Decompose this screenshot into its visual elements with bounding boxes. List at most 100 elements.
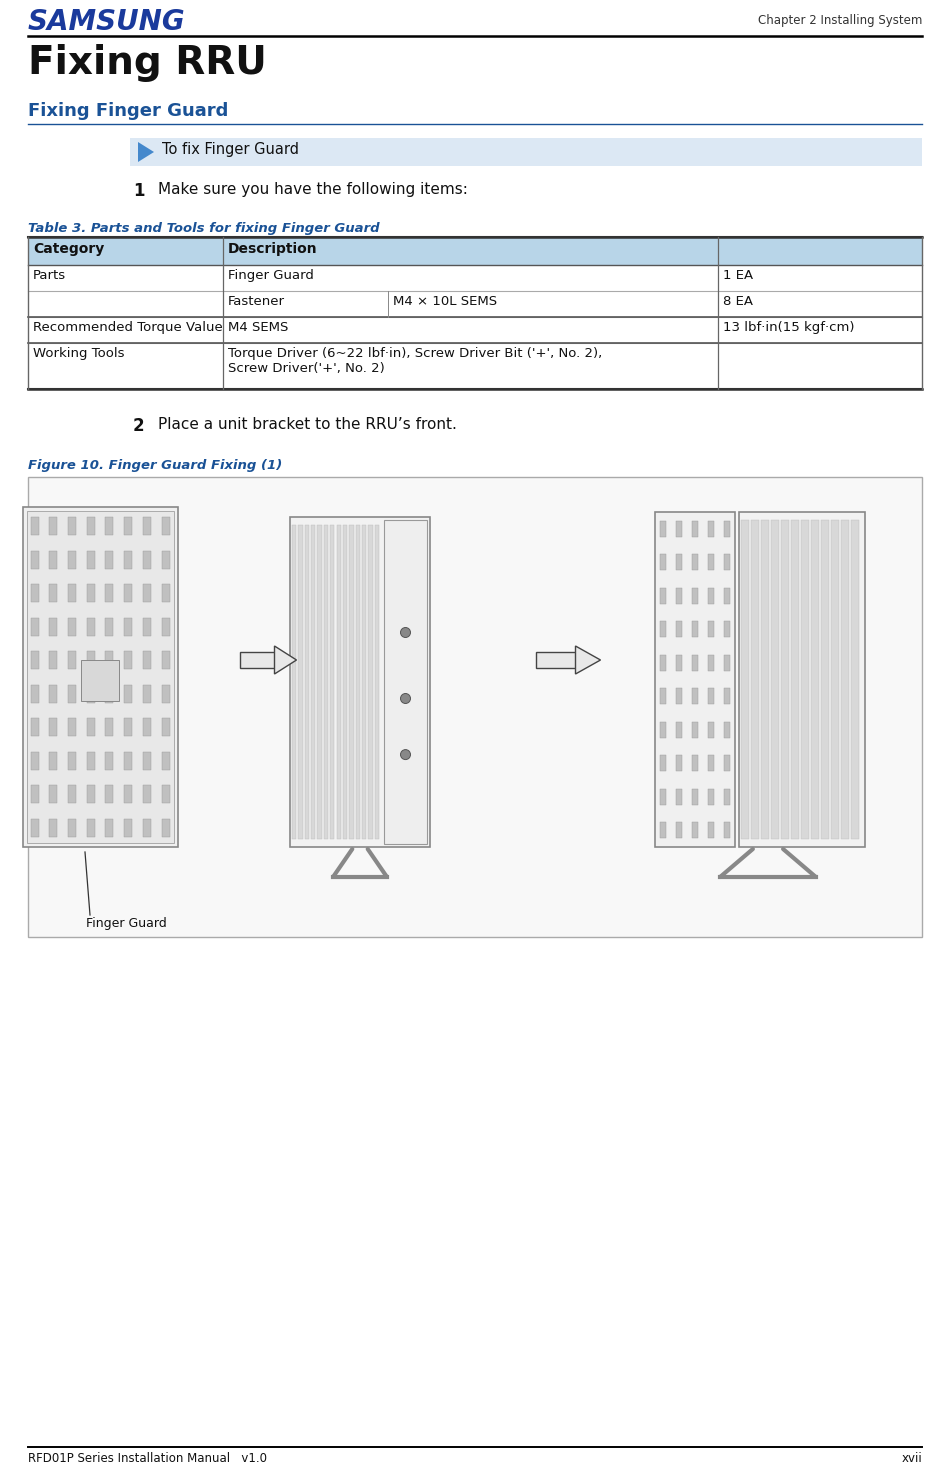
Bar [708, 554, 713, 570]
Bar [660, 721, 666, 737]
Bar [676, 655, 682, 671]
Text: Make sure you have the following items:: Make sure you have the following items: [158, 182, 467, 197]
Text: M4 × 10L SEMS: M4 × 10L SEMS [393, 295, 497, 308]
Polygon shape [275, 646, 296, 674]
Bar [676, 755, 682, 771]
Text: Description: Description [228, 242, 317, 256]
Bar [676, 521, 682, 538]
Bar [374, 524, 379, 839]
Bar [68, 752, 76, 770]
Bar [660, 789, 666, 805]
Bar [124, 752, 132, 770]
Bar [692, 521, 698, 538]
Bar [724, 823, 730, 837]
Bar [68, 585, 76, 602]
Bar [692, 789, 698, 805]
Bar [68, 820, 76, 837]
Text: Table 3. Parts and Tools for fixing Finger Guard: Table 3. Parts and Tools for fixing Fing… [28, 222, 380, 235]
Text: 2: 2 [133, 417, 144, 435]
Bar [105, 752, 113, 770]
Circle shape [401, 749, 410, 759]
Bar [142, 685, 151, 702]
Bar [68, 517, 76, 535]
Bar [660, 588, 666, 604]
Text: Chapter 2 Installing System: Chapter 2 Installing System [758, 15, 922, 26]
Bar [142, 718, 151, 736]
Bar [676, 554, 682, 570]
Bar [362, 524, 367, 839]
Bar [708, 655, 713, 671]
Bar [369, 524, 372, 839]
Bar [162, 617, 169, 636]
Bar [724, 687, 730, 704]
Bar [331, 524, 334, 839]
Bar [49, 786, 57, 804]
Bar [676, 721, 682, 737]
Bar [124, 617, 132, 636]
Text: xvii: xvii [902, 1451, 922, 1465]
Bar [761, 520, 769, 839]
Bar [68, 551, 76, 569]
Bar [30, 752, 39, 770]
Bar [142, 517, 151, 535]
FancyBboxPatch shape [23, 507, 178, 848]
Bar [791, 520, 799, 839]
Bar [124, 718, 132, 736]
Bar [162, 820, 169, 837]
Bar [724, 621, 730, 638]
Bar [105, 651, 113, 670]
Bar [162, 551, 169, 569]
Bar [708, 621, 713, 638]
Bar [821, 520, 829, 839]
Text: M4 SEMS: M4 SEMS [228, 322, 289, 333]
FancyBboxPatch shape [81, 660, 120, 701]
Bar [162, 517, 169, 535]
Bar [30, 786, 39, 804]
Bar [292, 524, 296, 839]
Text: Fastener: Fastener [228, 295, 285, 308]
Bar [355, 524, 360, 839]
Bar [30, 585, 39, 602]
Text: Finger Guard: Finger Guard [228, 269, 314, 282]
Bar [30, 551, 39, 569]
Text: Working Tools: Working Tools [33, 347, 124, 360]
Bar [311, 524, 315, 839]
Text: Recommended Torque Value: Recommended Torque Value [33, 322, 222, 333]
Bar [851, 520, 859, 839]
Bar [692, 755, 698, 771]
Bar [105, 617, 113, 636]
Bar [68, 718, 76, 736]
Text: Fixing Finger Guard: Fixing Finger Guard [28, 101, 228, 120]
Bar [49, 685, 57, 702]
Bar [49, 718, 57, 736]
Bar [142, 786, 151, 804]
Bar [86, 585, 95, 602]
FancyBboxPatch shape [384, 520, 427, 845]
Bar [724, 655, 730, 671]
Bar [781, 520, 788, 839]
FancyBboxPatch shape [739, 513, 865, 848]
Bar [324, 524, 328, 839]
Bar [692, 687, 698, 704]
Bar [105, 551, 113, 569]
Bar [68, 786, 76, 804]
Bar [68, 617, 76, 636]
Bar [86, 551, 95, 569]
FancyBboxPatch shape [536, 652, 576, 668]
Bar [692, 588, 698, 604]
Bar [142, 617, 151, 636]
Bar [105, 718, 113, 736]
Bar [30, 651, 39, 670]
Bar [350, 524, 353, 839]
Bar [162, 651, 169, 670]
Bar [124, 651, 132, 670]
Bar [49, 752, 57, 770]
Bar [30, 617, 39, 636]
FancyBboxPatch shape [28, 317, 922, 342]
Bar [660, 554, 666, 570]
Bar [692, 621, 698, 638]
Bar [692, 721, 698, 737]
Bar [86, 517, 95, 535]
Bar [660, 755, 666, 771]
Bar [162, 786, 169, 804]
